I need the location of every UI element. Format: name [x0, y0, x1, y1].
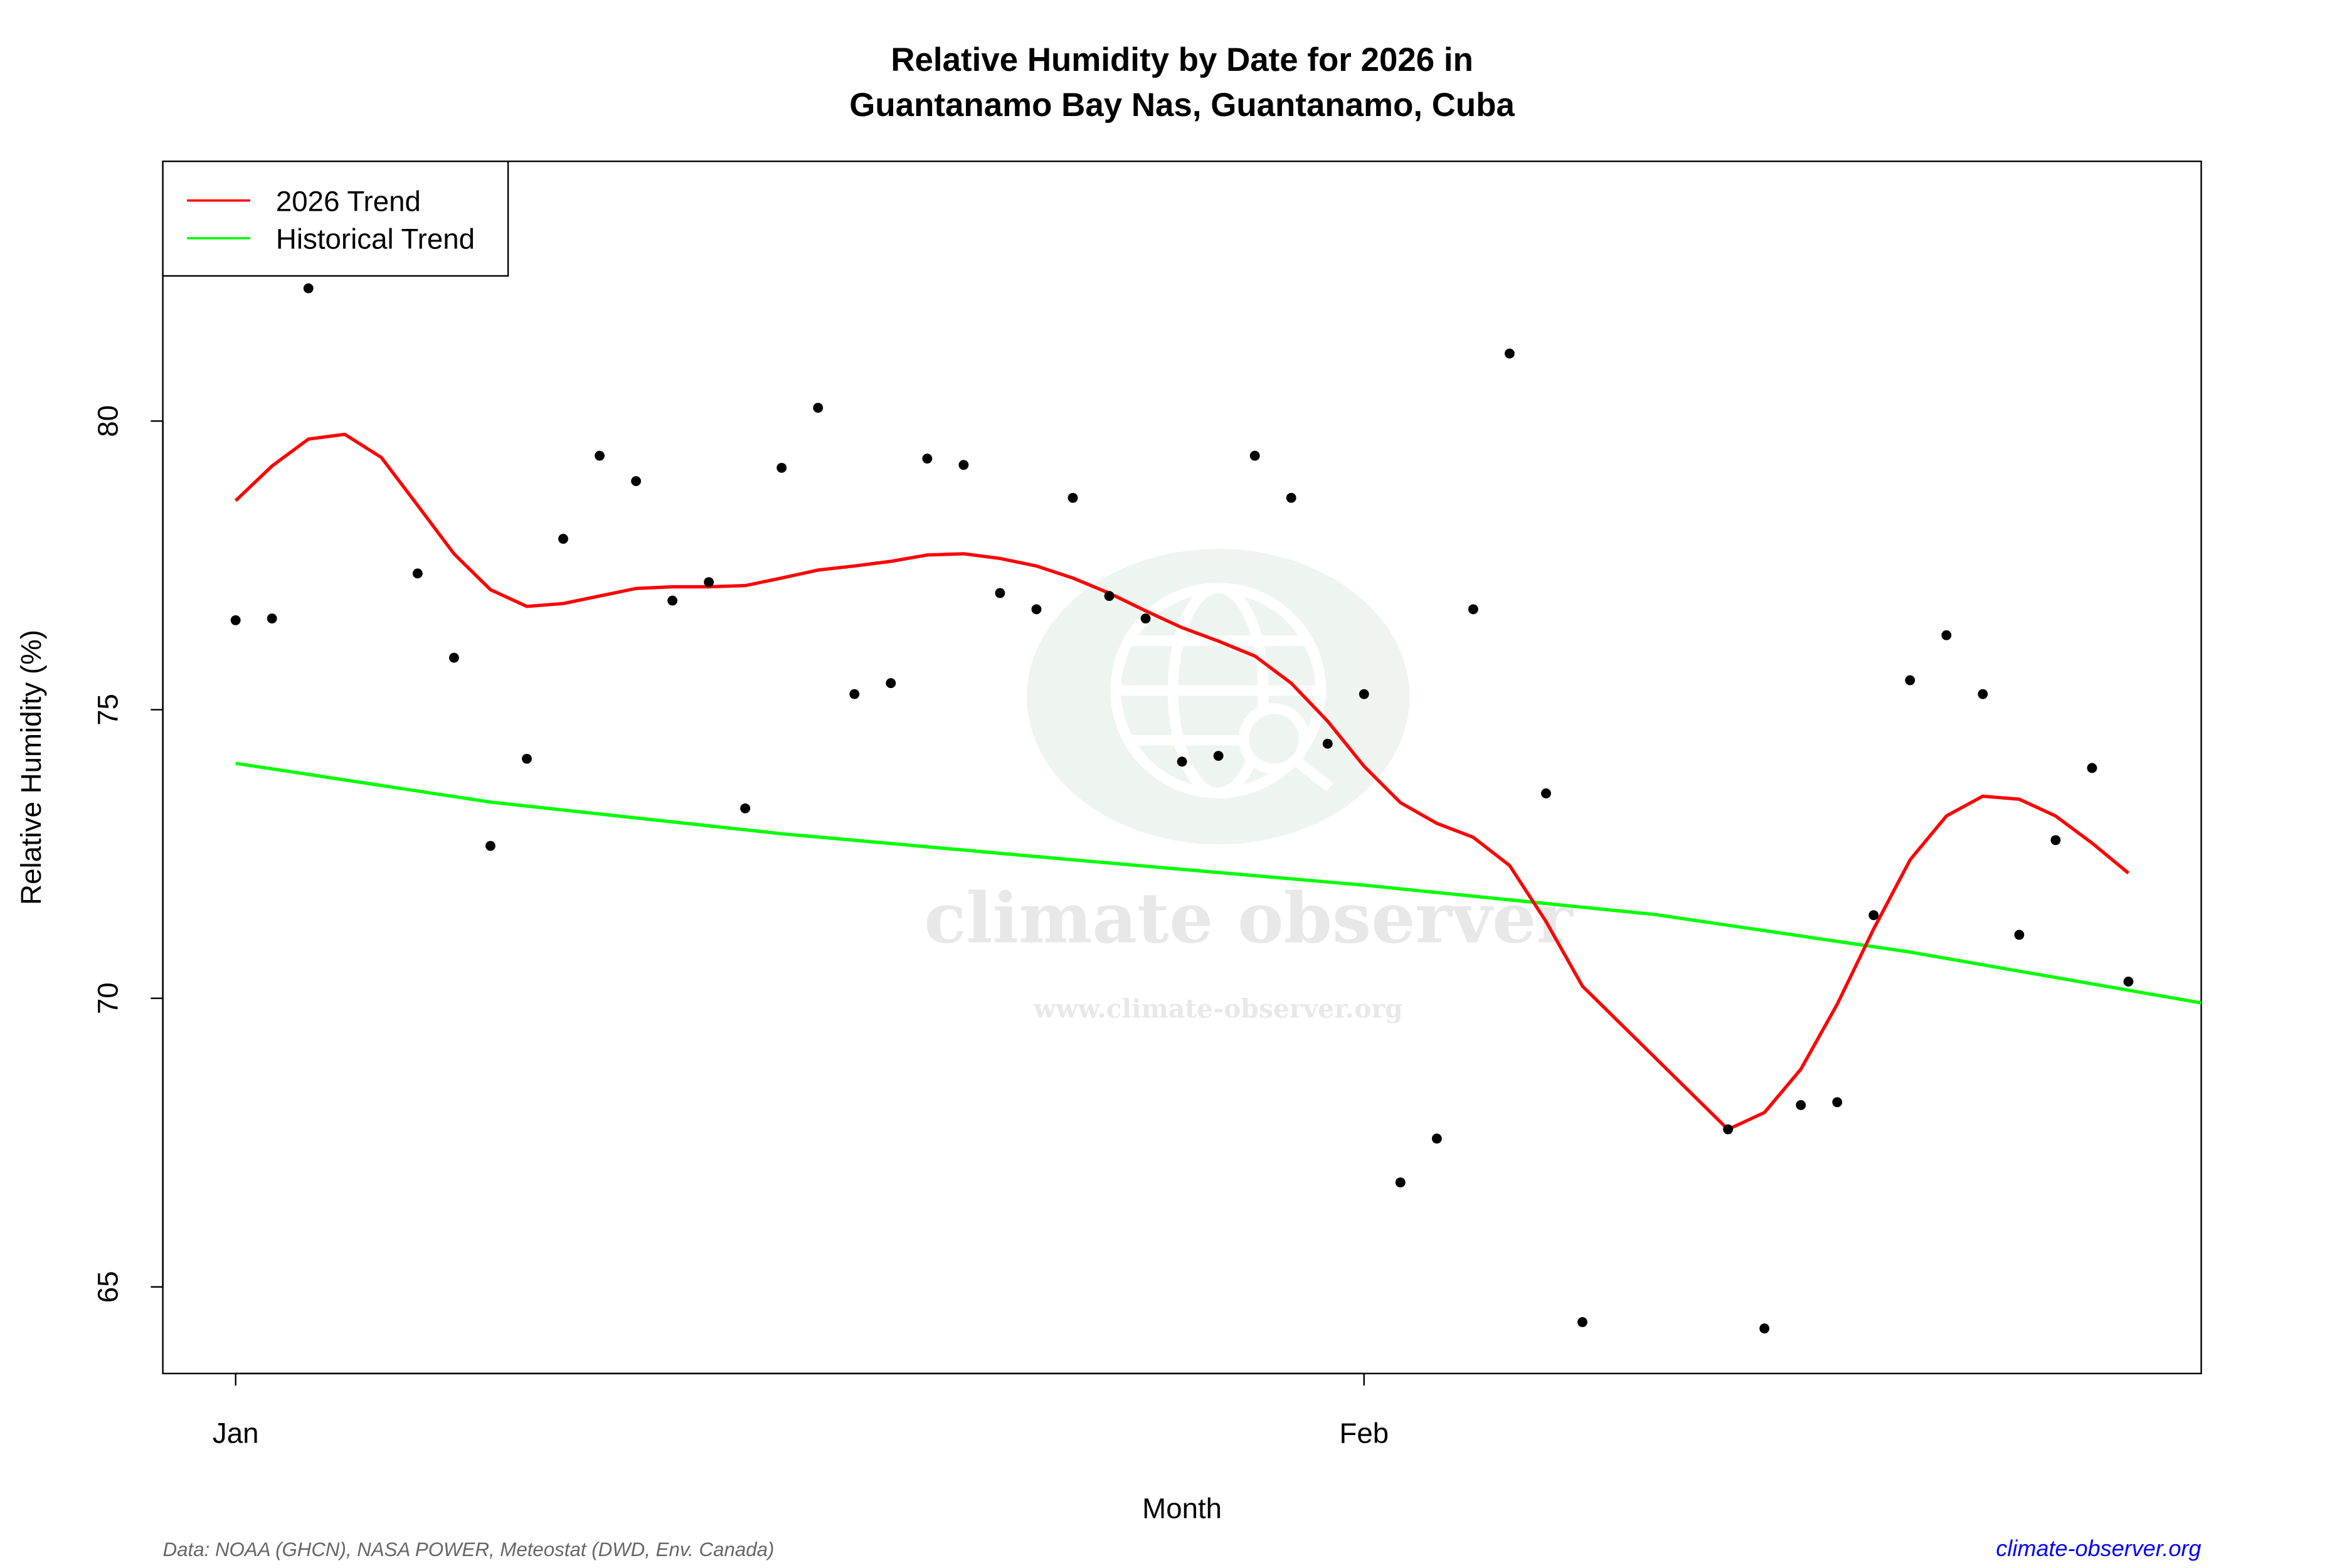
chart-subtitle: Guantanamo Bay Nas, Guantanamo, Cuba: [849, 87, 1515, 124]
data-point: [1723, 1124, 1734, 1135]
data-point: [1104, 591, 1115, 601]
data-point: [1031, 604, 1042, 615]
y-tick-label: 80: [92, 405, 124, 437]
y-axis: 65 70 75 80: [92, 405, 164, 1303]
data-point: [995, 588, 1005, 598]
data-point: [1905, 675, 1915, 686]
data-point: [485, 840, 495, 851]
chart-title: Relative Humidity by Date for 2026 in: [891, 41, 1473, 78]
data-point: [1359, 689, 1369, 699]
data-point: [631, 476, 642, 487]
data-point: [2087, 763, 2097, 773]
points-layer: [230, 283, 2134, 1334]
data-point: [1067, 492, 1078, 503]
data-point: [849, 689, 860, 699]
data-point: [1468, 604, 1478, 615]
data-point: [2123, 977, 2134, 987]
data-point: [595, 450, 605, 461]
data-point: [230, 615, 241, 625]
data-point: [1759, 1323, 1770, 1334]
source-link[interactable]: climate-observer.org: [1996, 1535, 2201, 1561]
data-point: [522, 753, 532, 764]
x-tick-label: Jan: [213, 1417, 259, 1449]
data-point: [1177, 756, 1187, 767]
data-point: [958, 460, 969, 470]
data-point: [1868, 910, 1879, 921]
data-point: [303, 283, 314, 294]
data-point: [1577, 1317, 1587, 1327]
data-point: [1978, 689, 1988, 699]
x-axis-label: Month: [1142, 1493, 1222, 1525]
trend-line-2026: [234, 432, 2130, 1131]
watermark: climate observer www.climate-observer.or…: [924, 549, 1574, 1024]
data-point: [1832, 1097, 1843, 1108]
data-point: [740, 803, 751, 813]
data-point: [1796, 1100, 1806, 1110]
data-point: [1395, 1177, 1406, 1188]
y-tick-label: 70: [92, 982, 124, 1014]
data-point: [922, 453, 933, 464]
data-point: [776, 462, 787, 473]
data-point: [1431, 1133, 1442, 1144]
data-point: [267, 613, 277, 624]
trend-line-historical: [235, 761, 2201, 1005]
y-tick-label: 65: [92, 1271, 124, 1303]
data-point: [1213, 751, 1224, 761]
series-layer: [234, 432, 2201, 1131]
data-point: [1941, 630, 1952, 640]
data-point: [448, 652, 459, 663]
legend-label-historical: Historical Trend: [276, 223, 475, 255]
legend-box: [162, 161, 509, 277]
legend-label-2026: 2026 Trend: [276, 186, 421, 218]
watermark-url: www.climate-observer.org: [1033, 994, 1403, 1024]
data-point: [1140, 613, 1151, 624]
data-point: [1249, 450, 1260, 461]
data-point: [1505, 348, 1515, 359]
globe-icon: [1110, 583, 1333, 798]
data-point: [2050, 835, 2061, 845]
y-tick-label: 75: [92, 694, 124, 726]
legend: 2026 Trend Historical Trend: [162, 161, 509, 277]
data-point: [412, 568, 423, 579]
data-point: [1541, 788, 1551, 798]
watermark-brand: climate observer: [924, 877, 1574, 959]
data-point: [813, 403, 824, 413]
data-point: [1286, 492, 1296, 503]
data-point: [558, 534, 568, 544]
x-tick-label: Feb: [1339, 1417, 1389, 1449]
y-axis-label: Relative Humidity (%): [15, 630, 47, 905]
data-point: [886, 678, 896, 689]
x-axis: Jan Feb: [213, 1372, 1389, 1449]
data-point: [667, 595, 678, 606]
data-point: [2014, 930, 2025, 940]
data-point: [704, 577, 714, 588]
data-point: [1322, 738, 1333, 749]
data-source-note: Data: NOAA (GHCN), NASA POWER, Meteostat…: [163, 1539, 775, 1560]
